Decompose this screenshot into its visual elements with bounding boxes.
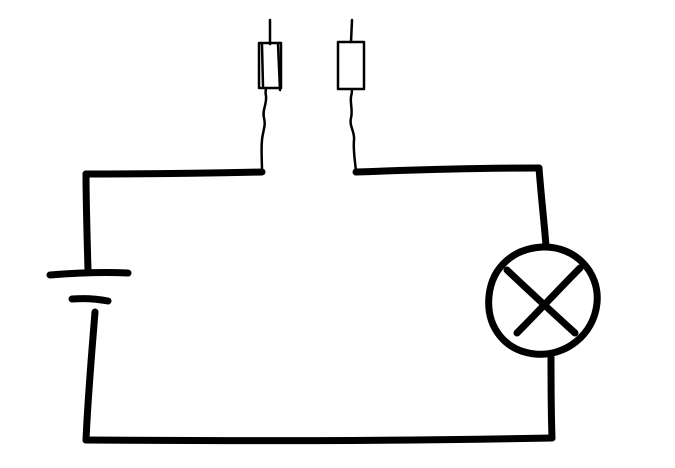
wire-top-left bbox=[82, 168, 266, 178]
lamp-symbol bbox=[485, 243, 601, 358]
wire-top-right bbox=[352, 164, 543, 176]
wire-right-upper bbox=[535, 164, 550, 250]
lamp-cross-b bbox=[513, 264, 584, 337]
probe-left-lead bbox=[260, 86, 268, 174]
battery-long-plate bbox=[46, 269, 132, 279]
lamp-cross-a bbox=[503, 266, 579, 337]
battery-short-plate bbox=[68, 295, 112, 305]
probe-right-body bbox=[336, 40, 366, 91]
wire-bottom bbox=[82, 434, 556, 445]
probe-right-lead bbox=[349, 87, 358, 174]
wire-right-lower bbox=[547, 353, 556, 442]
probe-left-inner bbox=[260, 42, 282, 92]
wire-left-lower bbox=[82, 308, 99, 444]
wire-left-upper bbox=[82, 170, 92, 274]
probe-right-tip bbox=[349, 18, 354, 44]
